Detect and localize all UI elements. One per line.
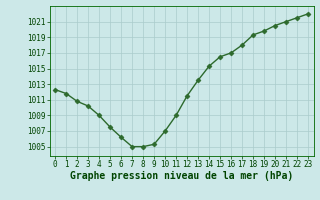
- X-axis label: Graphe pression niveau de la mer (hPa): Graphe pression niveau de la mer (hPa): [70, 171, 293, 181]
